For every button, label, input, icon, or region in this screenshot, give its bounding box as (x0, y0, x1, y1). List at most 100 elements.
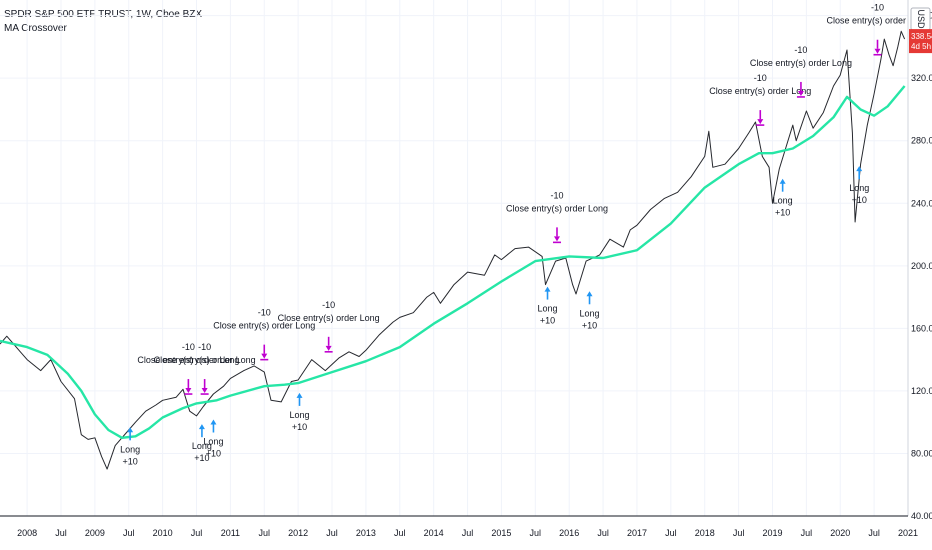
buy-quantity: +10 (852, 195, 867, 205)
indicator-title: MA Crossover (4, 23, 67, 34)
buy-quantity: +10 (122, 456, 137, 466)
y-tick-label: 320.00 (911, 73, 932, 83)
x-tick-label: 2021 (898, 528, 918, 538)
buy-signal: Long +10 (580, 291, 600, 330)
x-tick-label: Jul (530, 528, 542, 538)
x-tick-label: 2018 (695, 528, 715, 538)
symbol-title: SPDR S&P 500 ETF TRUST, 1W, Cboe BZX (4, 9, 203, 20)
buy-label: Long (580, 308, 600, 318)
y-tick-label: 160.00 (911, 323, 932, 333)
last-price-tag (909, 29, 932, 54)
sell-label: Close entry(s) order Long (213, 321, 315, 331)
sell-signal: -10 Close entry(s) order Long (750, 45, 852, 98)
buy-quantity: +10 (582, 320, 597, 330)
buy-label: Long (289, 410, 309, 420)
sell-label: Close entry(s) order Long (506, 203, 608, 213)
chart-legend: SPDR S&P 500 ETF TRUST, 1W, Cboe BZX MA … (4, 8, 202, 36)
sell-arrow-icon (201, 388, 208, 394)
buy-signal: Long +10 (773, 178, 793, 218)
sell-signal: -10 Close entry(s) order Long (278, 300, 380, 353)
sell-quantity: -10 (182, 342, 195, 352)
sell-arrow-icon (757, 119, 764, 125)
x-tick-label: 2011 (221, 528, 240, 538)
buy-quantity: +10 (194, 453, 209, 463)
buy-signal: Long +10 (289, 392, 310, 432)
buy-arrow-icon (198, 424, 205, 430)
sell-label: Close entry(s) order Long (278, 313, 380, 323)
x-tick-label: Jul (868, 528, 880, 538)
y-tick-label: 120.00 (911, 386, 932, 396)
time-axis-panel (0, 516, 908, 550)
x-tick-label: Jul (394, 528, 406, 538)
sell-signal: -10 Close entry(s) order Long (213, 308, 315, 361)
y-tick-label: 280.00 (911, 136, 932, 146)
buy-arrow-icon (856, 166, 863, 172)
sell-label: Close entry(s) order Long (750, 58, 852, 68)
buy-label: Long (120, 444, 140, 454)
buy-arrow-icon (127, 427, 134, 433)
sell-arrow-icon (553, 236, 560, 242)
x-tick-label: Jul (259, 528, 271, 538)
sell-arrow-icon (185, 388, 192, 394)
sell-quantity: -10 (754, 73, 767, 83)
buy-label: Long (537, 304, 557, 314)
x-tick-label: Jul (597, 528, 609, 538)
buy-quantity: +10 (775, 208, 790, 218)
x-tick-label: 2020 (830, 528, 850, 538)
buy-arrow-icon (296, 392, 303, 398)
sell-quantity: -10 (198, 342, 211, 352)
y-tick-label: 80.00 (911, 448, 932, 458)
x-tick-label: Jul (55, 528, 67, 538)
sell-quantity: -10 (794, 45, 807, 55)
x-tick-label: 2019 (762, 528, 782, 538)
x-tick-label: 2017 (627, 528, 647, 538)
x-tick-label: 2013 (356, 528, 376, 538)
bar-countdown-label: 4d 5h (911, 42, 931, 51)
buy-quantity: +10 (292, 422, 307, 432)
x-tick-label: 2009 (85, 528, 105, 538)
buy-arrow-icon (779, 178, 786, 184)
sell-label: Close entry(s) order Long (137, 355, 239, 365)
x-tick-label: Jul (123, 528, 135, 538)
x-tick-label: 2012 (288, 528, 308, 538)
sell-quantity: -10 (322, 300, 335, 310)
buy-arrow-icon (586, 291, 593, 297)
currency-label: USD (916, 9, 926, 29)
buy-label: Long (849, 183, 869, 193)
sell-signal: -10 Close entry(s) order Long (506, 190, 608, 244)
y-tick-label: 200.00 (911, 261, 932, 271)
sell-quantity: -10 (550, 190, 563, 200)
buy-arrow-icon (210, 419, 217, 425)
buy-signal: Long +10 (192, 424, 212, 463)
x-tick-label: Jul (191, 528, 203, 538)
buy-label: Long (203, 436, 223, 446)
x-tick-label: 2015 (491, 528, 511, 538)
sell-label: Close entry(s) order Long (826, 16, 928, 26)
price-series-line (0, 30, 906, 470)
sell-label: Close entry(s) order Long (154, 355, 256, 365)
x-tick-label: 2008 (17, 528, 37, 538)
sell-signal: -10 Close entry(s) order Long (154, 342, 256, 395)
sell-quantity: -10 (258, 308, 271, 318)
sell-label: Close entry(s) order Long (709, 86, 811, 96)
x-tick-label: Jul (326, 528, 338, 538)
y-tick-label: 240.00 (911, 198, 932, 208)
x-tick-label: 2010 (153, 528, 173, 538)
sell-signal: -10 Close entry(s) order Long (826, 3, 929, 56)
x-tick-label: Jul (462, 528, 474, 538)
sell-arrow-icon (797, 90, 804, 96)
sell-quantity: -10 (871, 3, 884, 13)
x-tick-label: Jul (733, 528, 745, 538)
x-tick-label: Jul (665, 528, 677, 538)
buy-arrow-icon (544, 286, 551, 292)
buy-quantity: +10 (206, 448, 221, 458)
buy-signal: Long +10 (203, 419, 223, 458)
sell-arrow-icon (874, 48, 881, 54)
buy-quantity: +10 (540, 316, 555, 326)
y-tick-label: 40.00 (911, 511, 932, 521)
buy-signal: Long +10 (120, 427, 140, 466)
buy-signal: Long +10 (537, 286, 558, 326)
sell-signal: -10 Close entry(s) order Long (709, 73, 811, 126)
x-tick-label: 2016 (559, 528, 579, 538)
